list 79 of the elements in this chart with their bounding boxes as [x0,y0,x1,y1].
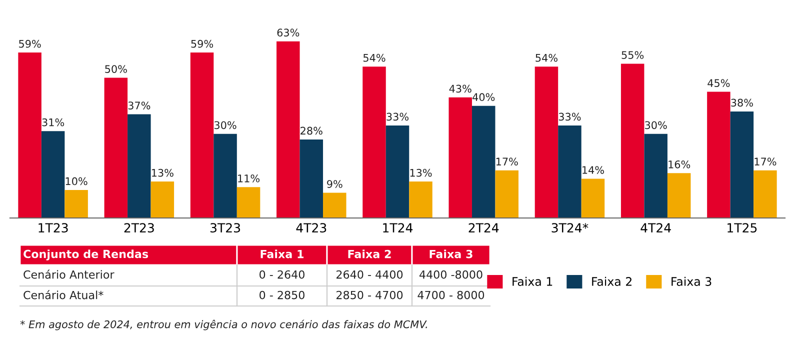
data-label: 45% [708,79,730,88]
data-label: 55% [622,51,644,59]
text: 2850 - 4700 [336,290,403,300]
text: 0 - 2640 [260,270,304,279]
text: 4400 -8000 [419,270,482,279]
data-label: 63% [277,28,300,37]
data-label: 28% [300,126,322,135]
bar [214,134,237,218]
bar [386,125,410,218]
data-label: 10% [66,177,88,186]
text: Faixa 1 [260,250,304,258]
x-tick-label: 2T24 [468,223,499,232]
bar [150,182,174,218]
legend-label: Faixa 2 [592,276,632,286]
data-label: 17% [754,158,776,166]
data-label: 33% [386,112,408,121]
x-tick-label: 2T23 [124,223,154,233]
data-label: 16% [668,160,690,168]
bar [581,178,605,218]
x-tick-label: 1T24 [383,223,413,232]
bar [730,111,754,218]
data-label: 59% [19,40,41,48]
text: 4700 - 8000 [418,290,484,300]
bar [448,97,472,218]
text: Faixa 2 [348,250,391,258]
text: 2640 - 4400 [336,270,403,279]
text: Cenário Anterior [24,270,114,279]
bar [495,170,518,218]
data-label: 14% [582,166,604,174]
text: Faixa 3 [430,250,472,258]
data-label: 13% [152,168,174,177]
x-tick-label: 4T23 [296,223,326,233]
bar [558,125,582,218]
bar [362,66,386,218]
text: Conjunto de Rendas [24,250,148,260]
data-label: 38% [731,98,753,107]
x-tick-label: 3T24* [552,223,588,233]
data-label: 59% [191,40,214,48]
bar [472,106,496,218]
x-tick-label: 1T25 [728,223,757,233]
data-label: 43% [449,84,472,93]
bar [236,187,260,218]
data-label: 9% [327,180,342,188]
data-label: 30% [645,121,667,130]
data-label: 50% [105,65,127,73]
bar [323,192,346,218]
data-label: 30% [214,121,236,130]
x-tick-label: 1T23 [38,223,68,233]
data-label: 11% [238,174,260,182]
text: 0 - 2850 [260,290,304,300]
data-label: 17% [496,158,518,166]
legend-label: Faixa 3 [672,276,712,286]
bar [64,190,88,218]
legend-label: Faixa 1 [512,276,552,286]
data-label: 31% [42,118,64,126]
data-label: 13% [410,168,432,177]
bar [190,52,214,218]
data-label: 40% [472,93,495,102]
data-label: 54% [363,54,386,62]
bar [754,170,777,218]
bar [644,134,668,218]
data-label: 54% [536,54,558,62]
bar [534,66,558,218]
data-label: 37% [128,102,150,110]
bar [620,64,644,218]
bar [276,41,300,218]
bar [707,92,730,218]
bar [128,114,151,218]
data-label: 33% [558,112,581,121]
bar [104,78,128,218]
bar [41,131,65,218]
x-tick-label: 3T23 [210,223,240,233]
x-tick-label: 4T24 [640,223,671,232]
text: * Em agosto de 2024, entrou em vigência o novo cenário das faixas do MCMV. [20,320,427,330]
bar [409,182,432,218]
text: Cenário Atual* [24,290,104,300]
bar [18,52,42,218]
bar [667,173,691,218]
bar [300,139,324,218]
